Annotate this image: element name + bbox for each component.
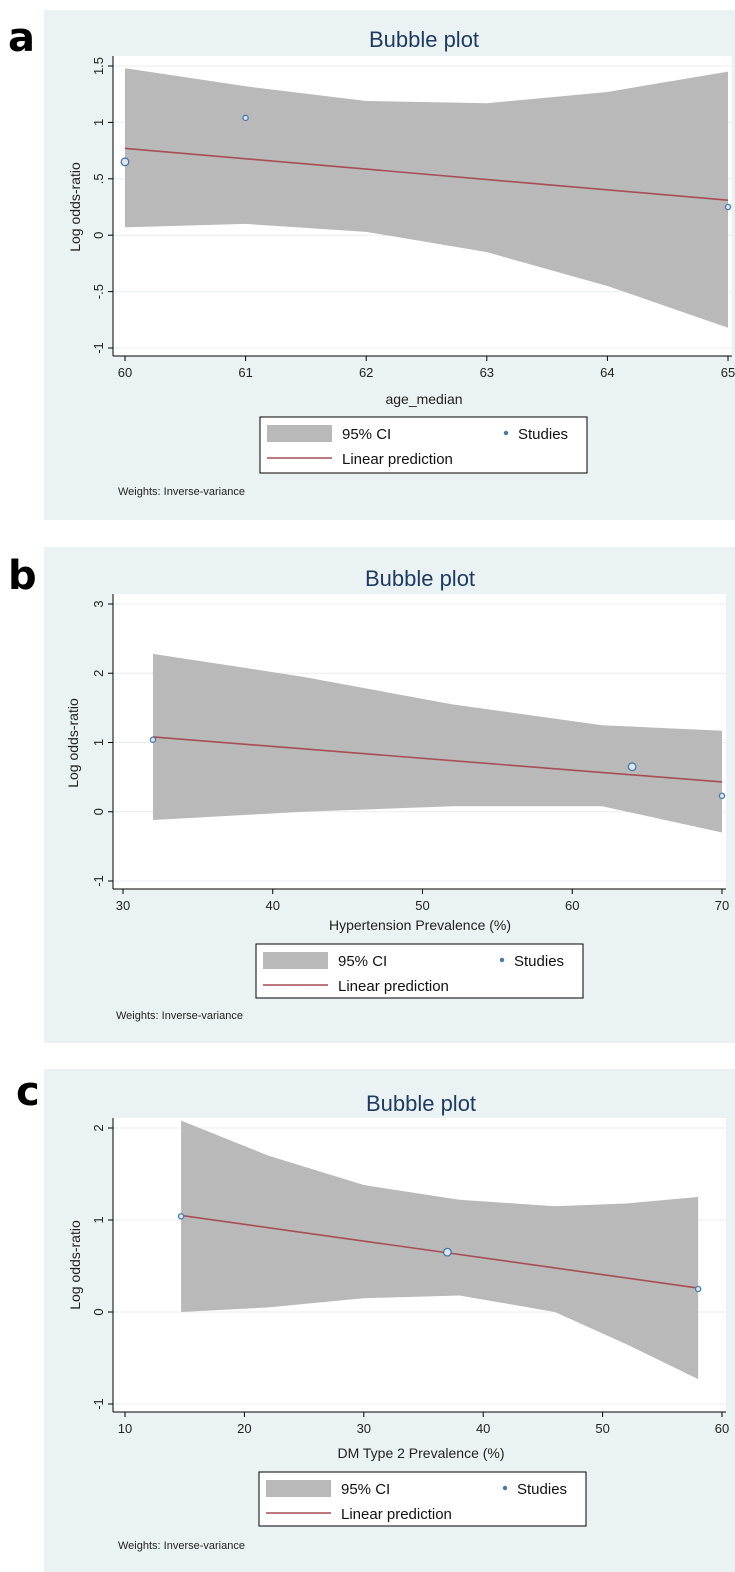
legend-ci-swatch (263, 952, 328, 969)
x-tick-label: 70 (715, 898, 729, 913)
study-point (694, 1285, 702, 1293)
x-tick-label: 60 (715, 1421, 729, 1436)
y-tick-label: 0 (91, 1308, 106, 1315)
study-point (149, 736, 157, 743)
legend-fit-label: Linear prediction (342, 451, 453, 468)
chart-title: Bubble plot (369, 27, 479, 52)
x-tick-label: 50 (415, 898, 429, 913)
legend-ci-swatch (266, 1480, 331, 1497)
legend-studies-label: Studies (518, 426, 568, 443)
legend-ci-label: 95% CI (342, 426, 391, 443)
y-tick-label: 1.5 (91, 57, 106, 75)
ci-band (125, 68, 728, 328)
x-tick-label: 30 (357, 1421, 371, 1436)
y-tick-label: .5 (91, 173, 106, 184)
y-axis-label: Log odds-ratio (65, 698, 81, 788)
x-tick-label: 20 (237, 1421, 251, 1436)
y-tick-label: -1 (91, 1398, 106, 1410)
legend-fit-label: Linear prediction (338, 978, 449, 995)
y-tick-label: 3 (91, 600, 106, 607)
y-axis-label: Log odds-ratio (67, 162, 83, 252)
weights-note: Weights: Inverse-variance (118, 486, 245, 498)
study-point (242, 114, 249, 122)
x-tick-label: 60 (118, 365, 132, 380)
x-tick-label: 30 (116, 898, 130, 913)
study-point (724, 203, 732, 211)
x-tick-label: 40 (266, 898, 280, 913)
y-tick-label: 2 (91, 1124, 106, 1131)
legend-studies-marker (499, 957, 505, 963)
x-axis-label: age_median (385, 391, 462, 407)
legend-ci-swatch (267, 425, 332, 442)
y-tick-label: 2 (91, 670, 106, 677)
study-point (627, 762, 637, 772)
panel-letter-c: c (16, 1069, 40, 1115)
study-point (177, 1213, 185, 1220)
legend: 95% CI Studies Linear prediction (259, 416, 588, 474)
legend-fit-label: Linear prediction (341, 1506, 452, 1523)
bubble-plot-b: -1 0 1 2 3 30 40 50 60 70 Bubble plot Hypertension … (65, 566, 729, 1022)
x-tick-label: 61 (238, 365, 252, 380)
legend-studies-marker (502, 1485, 508, 1491)
bubble-plot-a: -1 -.5 0 .5 1 1.5 60 61 62 63 64 65 Bubble plot age_m… (67, 27, 735, 498)
ci-band (152, 653, 722, 833)
x-tick-label: 62 (359, 365, 373, 380)
legend-studies-label: Studies (514, 953, 564, 970)
y-tick-label: 1 (91, 739, 106, 746)
x-tick-label: 40 (476, 1421, 490, 1436)
chart-title: Bubble plot (365, 566, 475, 591)
study-point (718, 792, 726, 800)
x-tick-label: 10 (118, 1421, 132, 1436)
fit-line (181, 1214, 699, 1289)
y-tick-label: 0 (91, 808, 106, 815)
y-tick-label: -.5 (91, 284, 106, 299)
ci-band (181, 1120, 699, 1380)
x-axis-label: Hypertension Prevalence (%) (329, 917, 511, 933)
y-axis-label: Log odds-ratio (67, 1220, 83, 1310)
x-axis-label: DM Type 2 Prevalence (%) (337, 1445, 504, 1461)
legend-studies-marker (503, 430, 509, 436)
panel-letter-a: a (8, 15, 35, 61)
chart-title: Bubble plot (366, 1091, 476, 1116)
legend-studies-label: Studies (517, 1481, 567, 1498)
study-point (120, 157, 130, 167)
x-tick-label: 63 (480, 365, 494, 380)
fit-line (152, 736, 723, 783)
x-tick-label: 50 (595, 1421, 609, 1436)
y-tick-label: 0 (91, 232, 106, 239)
study-point (442, 1247, 452, 1257)
y-tick-label: -1 (91, 342, 106, 354)
weights-note: Weights: Inverse-variance (118, 1540, 245, 1552)
y-tick-label: 1 (91, 1216, 106, 1223)
legend: 95% CI Studies Linear prediction (258, 1471, 587, 1527)
fit-line (124, 147, 729, 202)
y-tick-label: -1 (91, 875, 106, 887)
x-tick-label: 65 (721, 365, 735, 380)
x-tick-label: 64 (600, 365, 614, 380)
legend-ci-label: 95% CI (341, 1481, 390, 1498)
y-tick-label: 1 (91, 119, 106, 126)
legend: 95% CI Studies Linear prediction (255, 943, 584, 999)
weights-note: Weights: Inverse-variance (116, 1010, 243, 1022)
legend-ci-label: 95% CI (338, 953, 387, 970)
x-tick-label: 60 (565, 898, 579, 913)
panel-letter-b: b (8, 553, 37, 599)
